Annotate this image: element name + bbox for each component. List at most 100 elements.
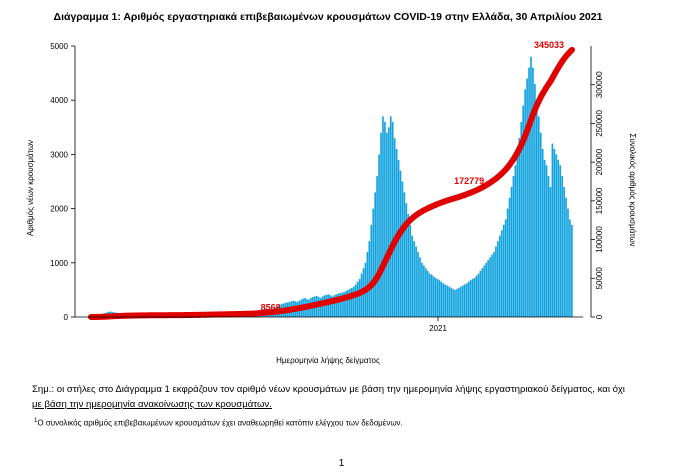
bar xyxy=(376,176,378,317)
y-right-tick-label: 100000 xyxy=(595,226,604,253)
bar xyxy=(491,254,493,317)
bar xyxy=(467,281,470,317)
bar xyxy=(545,165,548,317)
bar xyxy=(436,279,439,317)
bar xyxy=(536,100,538,317)
y-right-tick-label: 300000 xyxy=(595,71,604,98)
bar xyxy=(356,281,359,317)
bar xyxy=(483,265,486,317)
bar xyxy=(341,292,343,317)
bar xyxy=(567,208,569,317)
bar xyxy=(423,265,425,317)
cumulative-annotation: 8568 xyxy=(261,302,281,312)
bar xyxy=(498,235,501,317)
bar xyxy=(426,270,429,317)
bar xyxy=(399,170,402,317)
bar xyxy=(419,257,421,317)
bar xyxy=(321,296,324,317)
bar xyxy=(565,197,567,317)
bar xyxy=(524,89,526,317)
bar xyxy=(465,283,468,317)
bar xyxy=(417,251,419,317)
bar xyxy=(458,287,460,317)
bar xyxy=(461,285,464,317)
bar xyxy=(401,181,404,317)
bar xyxy=(553,148,556,317)
y-right-tick-label: 50000 xyxy=(595,267,604,290)
bar xyxy=(415,246,417,317)
bar xyxy=(434,277,437,317)
bar xyxy=(541,148,544,317)
bar xyxy=(512,176,515,317)
bar xyxy=(508,197,511,317)
bar xyxy=(493,251,495,317)
bar xyxy=(378,154,380,317)
footnote: 1Ο συνολικός αριθμός επιβεβαιωμένων κρου… xyxy=(34,418,654,428)
y-left-tick-label: 2000 xyxy=(50,205,68,214)
bar xyxy=(534,83,536,317)
bar xyxy=(561,176,563,317)
bar xyxy=(502,224,505,317)
chart-note: Σημ.: οι στήλες στο Διάγραμμα 1 εκφράζου… xyxy=(32,382,652,412)
bar xyxy=(347,289,349,317)
bar xyxy=(380,132,382,317)
chart-title: Διάγραμμα 1: Αριθμός εργαστηριακά επιβεβ… xyxy=(54,11,603,23)
bar xyxy=(382,116,384,318)
bar xyxy=(372,208,375,317)
bar xyxy=(454,289,456,317)
bar xyxy=(352,286,355,317)
bar xyxy=(333,295,336,317)
y-left-tick-label: 0 xyxy=(64,313,69,322)
bar xyxy=(551,143,554,317)
bar xyxy=(337,293,339,317)
bar xyxy=(389,116,392,318)
bar xyxy=(456,288,458,317)
y-right-tick-label: 200000 xyxy=(595,148,604,175)
y-axis-left-label: Αριθμός νέων κρουσμάτων xyxy=(26,140,35,236)
cumulative-cases-line xyxy=(87,46,576,320)
bar xyxy=(460,286,462,317)
bar xyxy=(469,280,472,317)
bar xyxy=(528,67,530,318)
bar xyxy=(442,283,445,317)
bar xyxy=(368,241,371,317)
bar xyxy=(481,268,484,317)
bar xyxy=(444,284,447,317)
y-left-tick-label: 1000 xyxy=(50,259,68,268)
line-annotations: 8568 172779 345033 xyxy=(261,40,564,313)
bar xyxy=(386,132,388,317)
bar xyxy=(497,241,499,317)
y-left-tick-label: 4000 xyxy=(50,96,68,105)
bar xyxy=(430,274,433,317)
y-left-tick-label: 3000 xyxy=(50,150,68,159)
bar xyxy=(374,192,377,317)
bar xyxy=(370,224,373,317)
bar xyxy=(339,293,341,317)
bar xyxy=(424,268,427,317)
chart-axes: 0100020003000400050000500001000001500002… xyxy=(50,42,604,333)
cumulative-annotation: 172779 xyxy=(454,176,484,186)
bar xyxy=(487,260,489,317)
bar xyxy=(463,284,466,317)
bar xyxy=(384,121,386,317)
bar xyxy=(518,138,521,317)
bar xyxy=(549,186,552,317)
bar xyxy=(522,105,525,318)
bar-series xyxy=(90,56,573,318)
bar xyxy=(448,286,451,317)
x-tick-label: 2021 xyxy=(429,324,447,333)
bar xyxy=(514,165,517,317)
bar xyxy=(510,186,513,317)
bar xyxy=(329,295,332,317)
bar xyxy=(477,273,480,317)
bar xyxy=(319,298,322,317)
bar xyxy=(450,287,452,317)
bar xyxy=(557,159,560,317)
bar xyxy=(485,262,488,317)
bar xyxy=(354,284,357,317)
bar xyxy=(446,285,449,317)
note-tail: με βάση την ημερομηνία ανακοίνωσης των κ… xyxy=(32,399,272,410)
bar xyxy=(438,280,441,317)
bar xyxy=(409,224,412,317)
bar xyxy=(547,176,550,317)
